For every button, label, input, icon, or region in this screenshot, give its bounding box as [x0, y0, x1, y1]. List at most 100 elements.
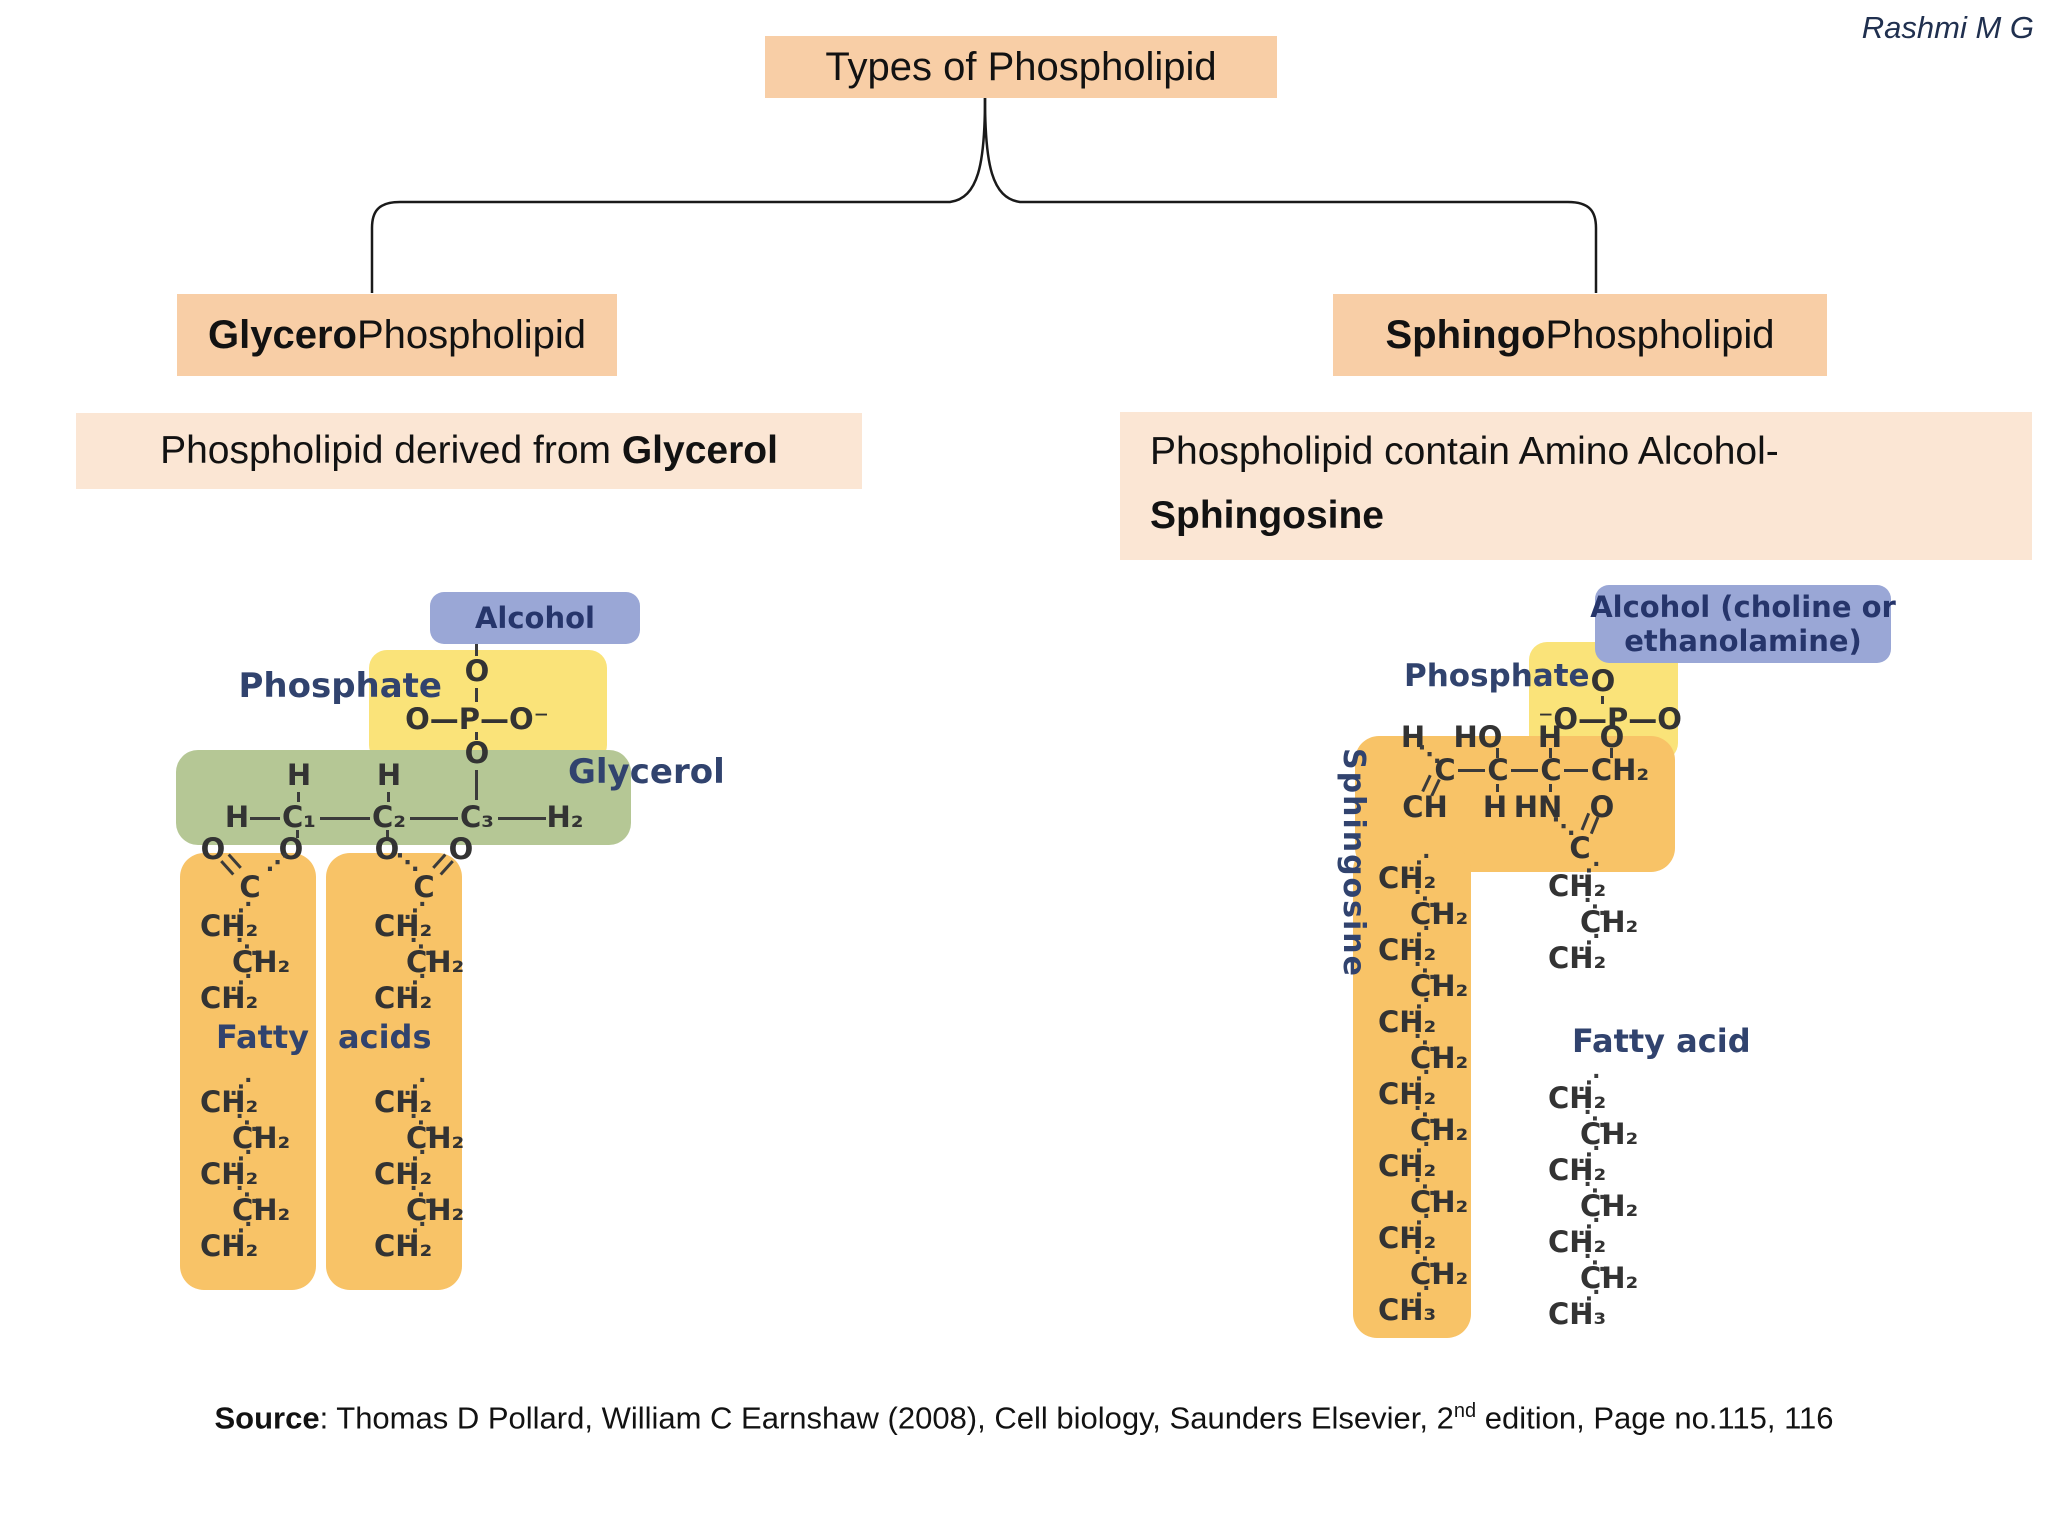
bond-o-p: [475, 688, 478, 702]
glycerol-highlight-box: [176, 750, 631, 845]
chain-atom: CH₂: [1378, 991, 1468, 1042]
backbone-h: H: [224, 800, 250, 834]
bond-o-c3: [475, 770, 478, 800]
phosphate-group: O—P—O⁻: [405, 702, 549, 736]
bond-c2-ester: [386, 830, 389, 838]
chain-atom: CH₃: [1378, 1279, 1468, 1330]
chain-atom: CH₂: [406, 1179, 464, 1230]
ester-oxygen: O: [448, 832, 474, 866]
chain-atom: CH₃: [1548, 1283, 1638, 1334]
phosphate-highlight-box: [369, 650, 607, 763]
source-citation: Source: Thomas D Pollard, William C Earn…: [0, 1400, 2048, 1436]
chain-atom: CH₂: [200, 1215, 290, 1266]
bond-c-hn: [1549, 784, 1552, 792]
alcohol-label-line2: ethanolamine): [1624, 624, 1862, 658]
source-text-2: edition, Page no.115, 116: [1476, 1400, 1834, 1436]
connector-right-branch: [983, 97, 1598, 293]
chain-atom: CH₂: [1410, 1099, 1468, 1150]
sphingophospholipid-diagram: Alcohol (choline or ethanolamine) Phosph…: [1330, 570, 2020, 1380]
chain-atom: CH₂: [374, 967, 464, 1018]
carbonyl-oxygen: O: [1589, 790, 1615, 824]
oxygen-atom: O: [464, 736, 490, 770]
ester-oxygen: O: [200, 832, 226, 866]
source-text: : Thomas D Pollard, William C Earnshaw (…: [319, 1400, 1454, 1436]
alcohol-label-line1: Alcohol (choline or: [1590, 590, 1896, 624]
bond-dots: ⋱: [1552, 814, 1575, 840]
hydroxyl-group: HO: [1453, 720, 1503, 754]
fatty-acid-label: Fatty acid: [1572, 1022, 1751, 1060]
desc-left-plain: Phospholipid derived from: [160, 429, 611, 472]
bond-o-ch2: [1610, 748, 1613, 758]
bond-dots: ⋱: [1418, 742, 1441, 768]
hydrogen-atom: H: [1482, 790, 1508, 824]
backbone-c2: C₂: [372, 800, 406, 834]
chain-atom: CH₂: [1580, 1175, 1638, 1226]
alcohol-label-box: Alcohol (choline or ethanolamine): [1590, 585, 1896, 663]
alcohol-label: Alcohol: [474, 601, 595, 635]
branch-glycerophospholipid: Glycero Phospholipid: [177, 294, 617, 376]
chain-atom: CH₂: [1548, 927, 1638, 978]
alcohol-label-box: Alcohol: [430, 592, 640, 644]
chain-atom: CH₂: [1378, 1207, 1468, 1258]
oxygen-atom: O: [1599, 720, 1625, 754]
sphingosine-chain: CH₂CH₂CH₂CH₂CH₂CH₂CH₂CH₂CH₂CH₂CH₂CH₂CH₃: [1378, 847, 1468, 1330]
backbone-c3: C: [1540, 753, 1562, 787]
bond-o-p: [1601, 696, 1604, 704]
chain-atom: CH₂: [200, 967, 290, 1018]
author-name: Rashmi M G: [1861, 10, 2034, 45]
ester-oxygen: O: [278, 832, 304, 866]
bond-line: [1511, 769, 1538, 772]
fatty-acid-chain-1-lower: CH₂CH₂CH₂CH₂CH₂: [200, 1071, 290, 1266]
description-glycerophospholipid: Phospholipid derived from Glycerol: [76, 413, 862, 489]
phosphate-label: Phosphate: [238, 666, 442, 706]
bond-ho-c: [1496, 748, 1499, 758]
bond-line: [498, 817, 546, 820]
branch-sphingophospholipid: Sphingo Phospholipid: [1333, 294, 1827, 376]
backbone-c2: C: [1487, 753, 1509, 787]
acids-label: acids: [338, 1018, 432, 1056]
hydrogen-atom: H: [1537, 720, 1563, 754]
bond-h-c: [1549, 748, 1552, 758]
page-title: Types of Phospholipid: [765, 36, 1277, 98]
bond-h-c1: [297, 792, 300, 802]
hydrogen-atom: H: [286, 758, 312, 792]
glycerol-label: Glycerol: [568, 752, 725, 792]
amide-nitrogen: HN: [1513, 790, 1563, 824]
fatty-acid-chain-2-upper: CH₂CH₂CH₂: [374, 895, 464, 1018]
backbone-ch2: CH₂: [1590, 753, 1650, 787]
chain-atom: CH₂: [374, 1215, 464, 1266]
bond-line: [1564, 769, 1588, 772]
hydrogen-atom: H: [376, 758, 402, 792]
fatty-acid-chain-2-lower: CH₂CH₂CH₂CH₂CH₂: [374, 1071, 464, 1266]
oxygen-atom: O: [1590, 664, 1616, 698]
page-title-text: Types of Phospholipid: [825, 44, 1217, 89]
sphingosine-label: Sphingosine: [1336, 748, 1371, 979]
phosphate-group: ⁻O—P—O: [1538, 702, 1682, 736]
chain-atom: CH₂: [200, 895, 290, 946]
description-sphingophospholipid: Phospholipid contain Amino Alcohol- Sphi…: [1120, 412, 2032, 560]
backbone-c1: C: [1434, 753, 1456, 787]
chain-atom: CH₂: [406, 1107, 464, 1158]
desc-right-line1: Phospholipid contain Amino Alcohol-: [1150, 430, 1779, 473]
bond-line: [250, 817, 280, 820]
fatty-acid-chain-1-upper: CH₂CH₂CH₂: [200, 895, 290, 1018]
fatty-acid-chain-lower: CH₂CH₂CH₂CH₂CH₂CH₂CH₃: [1548, 1067, 1638, 1334]
oxygen-atom: O: [464, 654, 490, 688]
bond-p-o: [475, 732, 478, 740]
branch-sphingo-rest: Phospholipid: [1545, 312, 1775, 357]
branch-glycero-rest: Phospholipid: [356, 312, 587, 357]
bond-h-c2: [387, 792, 390, 802]
glycerophospholipid-diagram: Alcohol Phosphate Glycerol O O—P—O⁻ O H …: [170, 580, 810, 1320]
phosphate-label: Phosphate: [1404, 658, 1590, 694]
source-superscript: nd: [1453, 1400, 1477, 1422]
bond-c1-ester: [296, 830, 299, 838]
chain-atom: CH₂: [232, 931, 290, 982]
source-label: Source: [214, 1400, 320, 1436]
bond-line: [1458, 769, 1485, 772]
fatty-acid-chain-upper: CH₂CH₂CH₂: [1548, 855, 1638, 978]
ester-oxygen: O: [374, 832, 400, 866]
desc-right-line2: Sphingosine: [1150, 494, 1384, 537]
backbone-c3: C₃: [460, 800, 494, 834]
bond-alcohol-o: [475, 644, 478, 656]
